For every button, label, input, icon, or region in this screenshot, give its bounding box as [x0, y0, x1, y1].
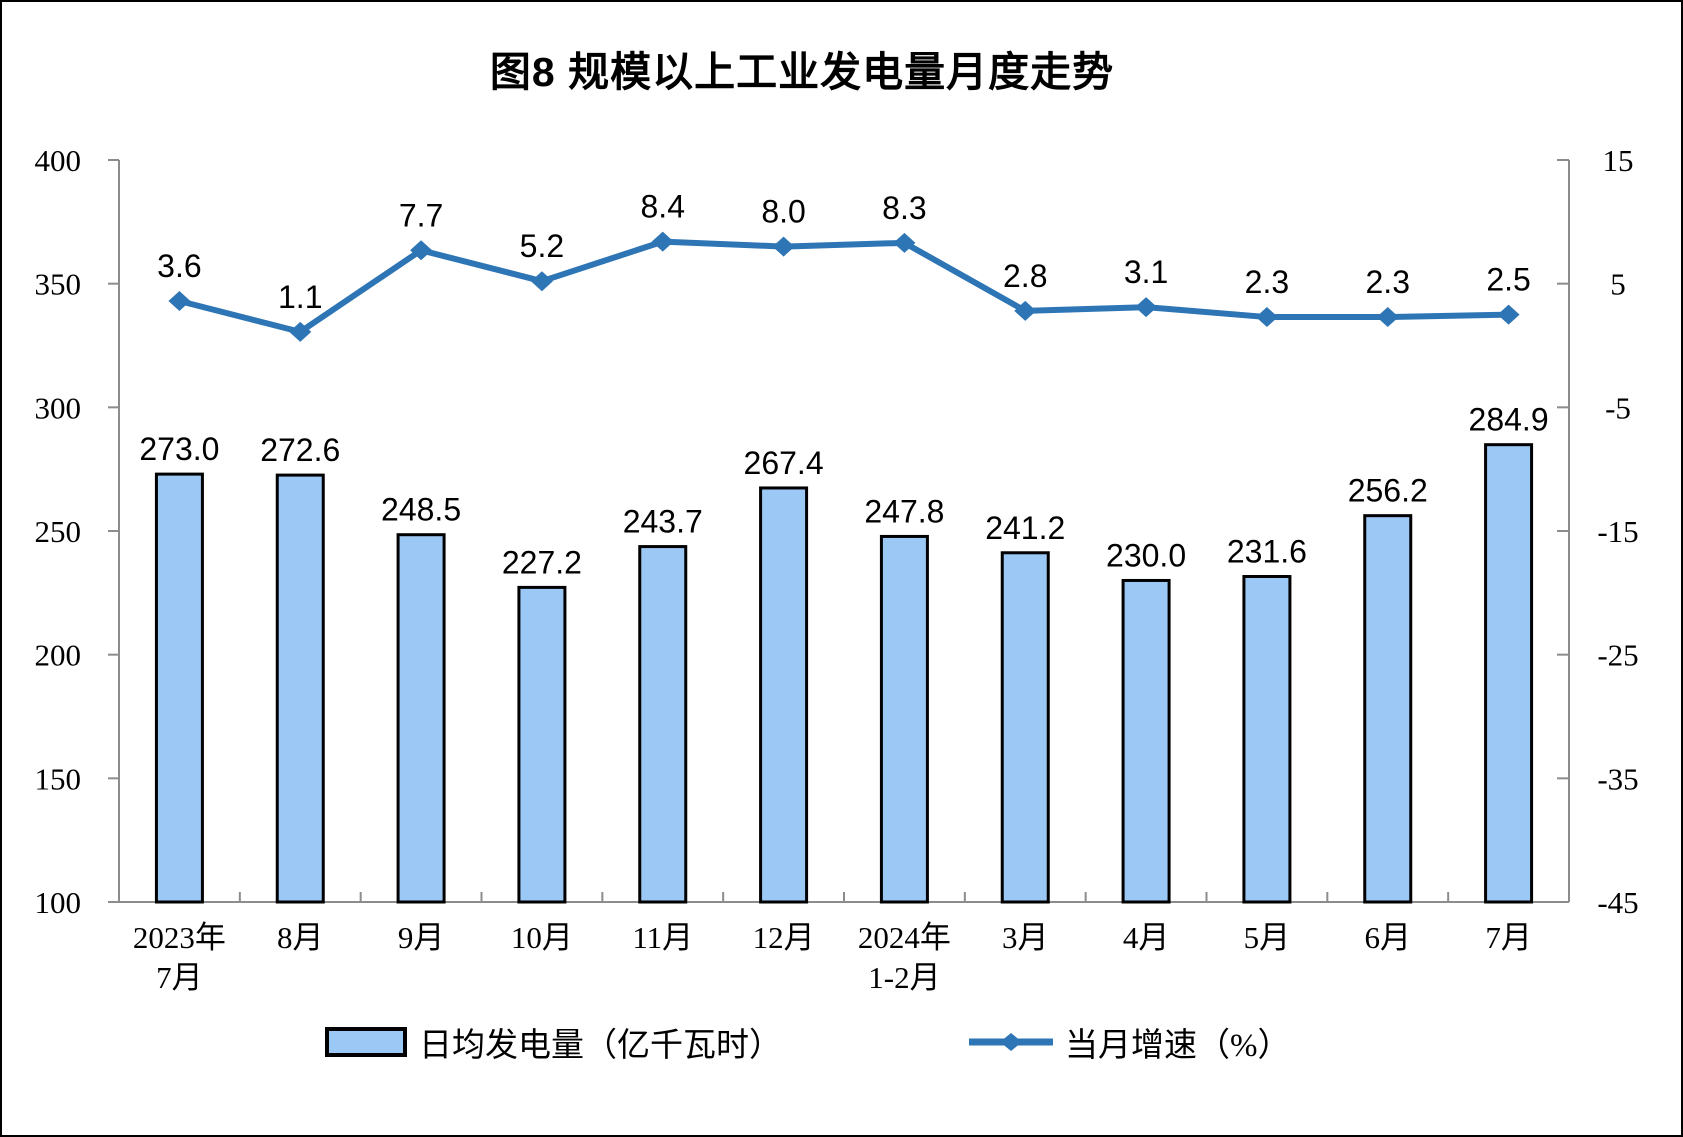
left-axis-tick-label: 250 — [35, 514, 82, 549]
line-data-label: 8.4 — [641, 189, 685, 225]
right-axis-tick-label: -15 — [1597, 514, 1638, 549]
chart-title: 图8 规模以上工业发电量月度走势 — [489, 49, 1115, 95]
bar — [1242, 575, 1292, 904]
x-axis-category-label: 12月 — [753, 920, 815, 955]
line-data-label: 2.3 — [1366, 264, 1410, 300]
legend-line-label: 当月增速（%） — [1065, 1028, 1291, 1064]
x-axis-category-label: 1-2月 — [868, 960, 940, 995]
line-point-marker — [410, 240, 433, 261]
bar — [1121, 578, 1171, 904]
x-axis-category-label: 7月 — [156, 960, 203, 995]
bar — [1363, 514, 1413, 904]
bar — [275, 473, 325, 904]
bar-data-label: 256.2 — [1348, 473, 1428, 509]
line-data-label: 3.6 — [157, 248, 201, 284]
line-point-marker — [1376, 307, 1399, 328]
left-axis-tick-label: 100 — [35, 885, 82, 920]
line-point-marker — [289, 321, 312, 342]
line-point-marker — [168, 290, 191, 311]
line-point-marker — [651, 231, 674, 252]
right-axis-tick-label: -5 — [1605, 390, 1631, 425]
bar-data-label: 231.6 — [1227, 534, 1307, 570]
legend-item-bar-series: 日均发电量（亿千瓦时） — [325, 1020, 782, 1064]
bar — [396, 533, 446, 904]
bar — [879, 534, 929, 904]
line-data-label: 2.8 — [1003, 258, 1047, 294]
right-axis-tick-label: -45 — [1597, 885, 1638, 920]
x-axis-category-label: 5月 — [1244, 920, 1291, 955]
x-axis-category-label: 2023年 — [133, 920, 226, 955]
line-point-marker — [1255, 307, 1278, 328]
line-series-swatch-icon — [969, 1033, 1053, 1051]
bar-data-label: 227.2 — [502, 544, 582, 580]
bar-data-label: 272.6 — [260, 432, 340, 468]
line-data-label: 2.3 — [1245, 264, 1289, 300]
line-data-label: 1.1 — [278, 279, 322, 315]
right-axis-tick-label: 5 — [1610, 267, 1626, 302]
x-axis-category-label: 8月 — [277, 920, 324, 955]
right-axis-tick-label: 15 — [1603, 143, 1634, 178]
left-axis-tick-label: 200 — [35, 638, 82, 673]
line-point-marker — [893, 232, 916, 253]
line-data-label: 7.7 — [399, 197, 443, 233]
line-data-label: 5.2 — [520, 228, 564, 264]
bar — [517, 585, 567, 904]
bar — [1000, 551, 1050, 904]
left-axis-tick-label: 300 — [35, 390, 82, 425]
bar-series-swatch-icon — [325, 1027, 407, 1057]
x-axis-category-label: 3月 — [1002, 920, 1049, 955]
bar-data-label: 241.2 — [985, 510, 1065, 546]
x-axis-category-label: 4月 — [1123, 920, 1170, 955]
legend-bar-label: 日均发电量（亿千瓦时） — [419, 1028, 782, 1064]
x-axis-category-label: 7月 — [1485, 920, 1532, 955]
bar — [1484, 443, 1534, 904]
x-axis-category-label: 6月 — [1365, 920, 1412, 955]
bar — [154, 472, 204, 904]
line-data-label: 8.3 — [882, 190, 926, 226]
line-data-label: 3.1 — [1124, 254, 1168, 290]
left-axis-tick-label: 150 — [35, 761, 82, 796]
line-data-label: 8.0 — [761, 194, 805, 230]
bar — [759, 486, 809, 904]
bar-data-label: 230.0 — [1106, 537, 1186, 573]
line-point-marker — [772, 236, 795, 257]
bar-data-label: 284.9 — [1469, 402, 1549, 438]
left-axis-tick-label: 350 — [35, 267, 82, 302]
bar-data-label: 267.4 — [744, 445, 824, 481]
bar-data-label: 243.7 — [623, 504, 703, 540]
right-axis-tick-label: -25 — [1597, 638, 1638, 673]
right-axis-tick-label: -35 — [1597, 761, 1638, 796]
x-axis-category-label: 10月 — [511, 920, 573, 955]
left-axis-tick-label: 400 — [35, 143, 82, 178]
x-axis-category-label: 9月 — [398, 920, 445, 955]
line-point-marker — [530, 271, 553, 292]
line-point-marker — [1497, 304, 1520, 325]
bar-data-label: 273.0 — [139, 431, 219, 467]
growth-line — [176, 238, 1512, 335]
line-point-marker — [1135, 297, 1158, 318]
line-point-marker — [1014, 300, 1037, 321]
bar-data-label: 248.5 — [381, 492, 461, 528]
x-axis-category-label: 2024年 — [858, 920, 951, 955]
x-axis-category-label: 11月 — [632, 920, 693, 955]
bar-data-label: 247.8 — [864, 493, 944, 529]
bar — [638, 545, 688, 904]
line-data-label: 2.5 — [1486, 262, 1530, 298]
legend-item-line-series: 当月增速（%） — [967, 1020, 1291, 1064]
